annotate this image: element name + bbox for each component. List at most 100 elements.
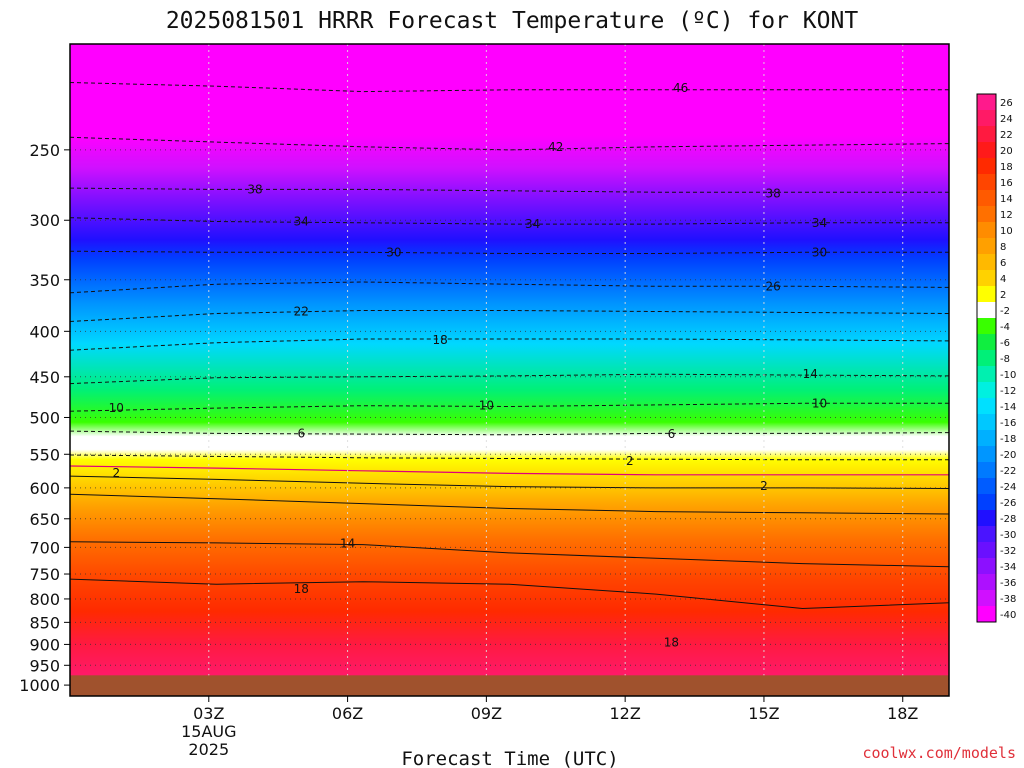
colorbar-swatch bbox=[977, 238, 996, 254]
contour-label: 34 bbox=[525, 217, 540, 231]
colorbar-swatch bbox=[977, 126, 996, 142]
contour-label: 10 bbox=[812, 396, 827, 410]
colorbar-swatch bbox=[977, 94, 996, 110]
colorbar-label: -18 bbox=[1000, 434, 1016, 445]
colorbar-swatch bbox=[977, 382, 996, 398]
contour-label: 2 bbox=[760, 479, 768, 493]
colorbar-label: 6 bbox=[1000, 258, 1006, 269]
colorbar-swatch bbox=[977, 110, 996, 126]
colorbar-swatch bbox=[977, 542, 996, 558]
x-tick-label: 09Z bbox=[471, 704, 502, 723]
contour-label: 42 bbox=[548, 140, 563, 154]
x-tick-label: 03Z bbox=[193, 704, 224, 723]
contour-label: 6 bbox=[668, 427, 676, 441]
colorbar-label: 2 bbox=[1000, 290, 1006, 301]
colorbar-frame bbox=[976, 93, 997, 623]
colorbar-swatch bbox=[977, 302, 996, 318]
contour-label: 6 bbox=[297, 426, 305, 440]
y-axis: 250 300 350 400 450 500 550 600 650 700 750 800 850 9… bbox=[19, 141, 70, 695]
contour-label: 26 bbox=[766, 279, 781, 293]
contour-label: 22 bbox=[294, 305, 309, 319]
colorbar-label: -8 bbox=[1000, 354, 1010, 365]
x-tick-label: 18Z bbox=[887, 704, 918, 723]
colorbar-label: -4 bbox=[1000, 322, 1010, 333]
isotherm-lines bbox=[70, 82, 949, 610]
y-tick-label: 450 bbox=[29, 368, 60, 387]
y-tick-label: 700 bbox=[29, 538, 60, 557]
watermark: coolwx.com/models bbox=[862, 744, 1016, 762]
colorbar-label: -28 bbox=[1000, 514, 1016, 525]
colorbar-swatch bbox=[977, 254, 996, 270]
colorbar-label: -24 bbox=[1000, 482, 1016, 493]
colorbar-label: 22 bbox=[1000, 130, 1013, 141]
y-tick-label: 350 bbox=[29, 271, 60, 290]
colorbar-label: 4 bbox=[1000, 274, 1006, 285]
y-tick-label: 300 bbox=[29, 211, 60, 230]
y-tick-label: 400 bbox=[29, 322, 60, 341]
colorbar-swatch bbox=[977, 222, 996, 238]
colorbar-swatch bbox=[977, 414, 996, 430]
colorbar-label: 8 bbox=[1000, 242, 1006, 253]
colorbar-swatch bbox=[977, 510, 996, 526]
colorbar-swatch bbox=[977, 174, 996, 190]
grid-lines bbox=[70, 44, 949, 696]
contour-label: 30 bbox=[386, 245, 401, 259]
colorbar-label: 12 bbox=[1000, 210, 1013, 221]
colorbar-swatch bbox=[977, 446, 996, 462]
colorbar-label: -38 bbox=[1000, 594, 1016, 605]
y-tick-label: 900 bbox=[29, 635, 60, 654]
colorbar-swatch bbox=[977, 462, 996, 478]
y-tick-label: 600 bbox=[29, 479, 60, 498]
contour-label: 2 bbox=[112, 466, 120, 480]
colorbar-swatch bbox=[977, 190, 996, 206]
y-tick-label: 800 bbox=[29, 590, 60, 609]
colorbar-label: 26 bbox=[1000, 98, 1013, 109]
colorbar-swatch bbox=[977, 334, 996, 350]
colorbar-label: -34 bbox=[1000, 562, 1016, 573]
ground-surface bbox=[70, 675, 949, 696]
colorbar-label: -32 bbox=[1000, 546, 1016, 557]
colorbar-label: 18 bbox=[1000, 162, 1013, 173]
colorbar-label: -26 bbox=[1000, 498, 1016, 509]
colorbar-label: 20 bbox=[1000, 146, 1013, 157]
colorbar-swatch bbox=[977, 494, 996, 510]
contour-label: 34 bbox=[294, 215, 309, 229]
x-tick-label: 06Z bbox=[332, 704, 363, 723]
colorbar-label: 24 bbox=[1000, 114, 1013, 125]
colorbar-swatch bbox=[977, 430, 996, 446]
colorbar-label: -36 bbox=[1000, 578, 1016, 589]
x-tick-label: 12Z bbox=[609, 704, 640, 723]
contour-label: 18 bbox=[664, 635, 679, 649]
contour-label: 46 bbox=[673, 81, 688, 95]
colorbar-label: -14 bbox=[1000, 402, 1016, 413]
colorbar-swatch bbox=[977, 478, 996, 494]
contour-label: 2 bbox=[626, 454, 634, 468]
x-axis-label: Forecast Time (UTC) bbox=[401, 748, 618, 768]
colorbar-swatch bbox=[977, 398, 996, 414]
y-tick-label: 750 bbox=[29, 565, 60, 584]
contour-label: 34 bbox=[812, 216, 827, 230]
isotherm-line bbox=[70, 475, 949, 489]
temperature-field bbox=[70, 44, 949, 696]
colorbar-swatch bbox=[977, 142, 996, 158]
contour-label: 14 bbox=[340, 537, 355, 551]
chart-title: 2025081501 HRRR Forecast Temperature (ºC… bbox=[166, 8, 859, 34]
colorbar-swatch bbox=[977, 350, 996, 366]
x-tick-label: 15Z bbox=[748, 704, 779, 723]
colorbar-label: -20 bbox=[1000, 450, 1016, 461]
colorbar-label: 16 bbox=[1000, 178, 1013, 189]
y-tick-label: 950 bbox=[29, 656, 60, 675]
colorbar-label: -22 bbox=[1000, 466, 1016, 477]
colorbar-swatch bbox=[977, 286, 996, 302]
colorbar-swatch bbox=[977, 606, 996, 622]
contour-label: 10 bbox=[479, 399, 494, 413]
colorbar-swatch bbox=[977, 574, 996, 590]
plot-frame bbox=[69, 43, 950, 697]
colorbar-swatch bbox=[977, 206, 996, 222]
contour-label: 18 bbox=[294, 582, 309, 596]
colorbar-label: 10 bbox=[1000, 226, 1013, 237]
